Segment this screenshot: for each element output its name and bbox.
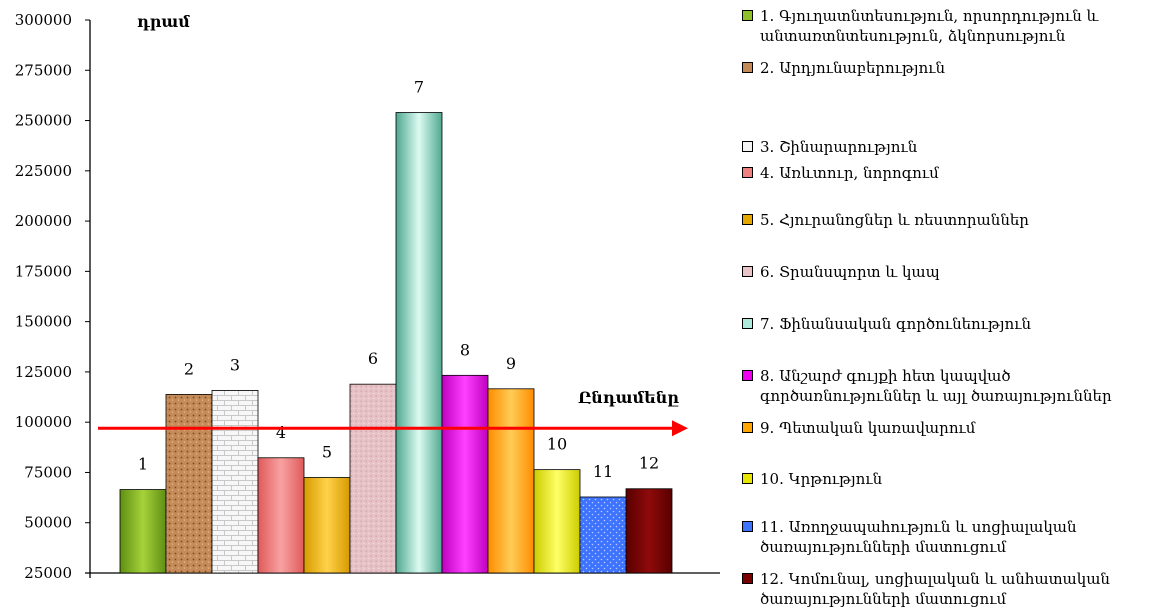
bar-4 [257, 457, 305, 574]
legend-label-3: 3. Շինարարություն [760, 138, 918, 156]
bar-label-4: 4 [276, 423, 286, 442]
bar-1 [119, 489, 167, 574]
legend-label-11: 11. Առողջապահություն և սոցիալական ծառայո… [760, 518, 1077, 556]
legend-label-10: 10. Կրթություն [760, 470, 883, 488]
legend-item-3: 3. Շինարարություն [740, 137, 1168, 157]
y-tick-label: 150000 [15, 313, 72, 331]
bar-label-1: 1 [138, 455, 148, 474]
average-line-arrowhead [672, 420, 688, 437]
legend-label-6: 6. Տրանսպորտ և կապ [760, 263, 940, 281]
legend-item-8: 8. Անշարժ գույքի հետ կապված գործառնությո… [740, 366, 1168, 406]
legend-item-2: 2. Արդյունաբերություն [740, 58, 1168, 78]
legend-label-4: 4. Առևտուր, նորոգում [760, 164, 939, 182]
bars [119, 112, 673, 574]
y-tick-label: 75000 [24, 463, 72, 481]
legend-label-7: 7. Ֆինանսական գործունեություն [760, 315, 1032, 333]
bar-10 [533, 469, 581, 574]
bar-label-5: 5 [322, 442, 332, 461]
bar-label-8: 8 [460, 340, 470, 359]
bar-12 [625, 488, 673, 574]
legend-label-12: 12. Կոմունալ, սոցիալական և անհատական ծառ… [760, 570, 1110, 608]
bar-label-7: 7 [414, 78, 424, 97]
y-tick-label: 300000 [15, 11, 72, 29]
legend-item-12: 12. Կոմունալ, սոցիալական և անհատական ծառ… [740, 569, 1168, 609]
bar-label-3: 3 [230, 355, 240, 374]
bar-label-10: 10 [547, 435, 567, 454]
y-tick-label: 200000 [15, 212, 72, 230]
legend-swatch-10 [742, 473, 753, 484]
legend-item-10: 10. Կրթություն [740, 469, 1168, 489]
bar-11 [579, 496, 627, 574]
legend-swatch-5 [742, 214, 753, 225]
y-tick-label: 175000 [15, 262, 72, 280]
y-tick-label: 125000 [15, 363, 72, 381]
bar-label-6: 6 [368, 349, 378, 368]
legend-label-8: 8. Անշարժ գույքի հետ կապված գործառնությո… [760, 367, 1112, 405]
y-tick-label: 275000 [15, 61, 72, 79]
legend-label-1: 1. Գյուղատնտեսություն, որսորդություն և ա… [760, 7, 1099, 45]
bar-5 [303, 477, 351, 574]
legend-swatch-11 [742, 521, 753, 532]
y-tick-label: 100000 [15, 413, 72, 431]
y-tick-labels: 25000 50000 75000 100000 125000 150000 175000 2… [15, 11, 72, 582]
bar-3 [211, 390, 259, 574]
y-axis-unit-label: դրամ [137, 12, 190, 31]
bar-label-11: 11 [593, 462, 613, 481]
legend-item-7: 7. Ֆինանսական գործունեություն [740, 314, 1168, 334]
y-tick-label: 25000 [24, 564, 72, 582]
legend-label-2: 2. Արդյունաբերություն [760, 59, 946, 77]
y-tick-label: 250000 [15, 112, 72, 130]
legend-swatch-4 [742, 167, 753, 178]
y-tick-label: 50000 [24, 514, 72, 532]
bar-7 [395, 112, 443, 574]
legend-item-6: 6. Տրանսպորտ և կապ [740, 262, 1168, 282]
bar-label-9: 9 [506, 354, 516, 373]
bar-9 [487, 388, 535, 574]
bar-label-2: 2 [184, 359, 194, 378]
bar-6 [349, 383, 397, 574]
legend-swatch-1 [742, 10, 753, 21]
y-tick-label: 225000 [15, 162, 72, 180]
average-line-group: Ընդամենը [98, 388, 688, 437]
legend-swatch-6 [742, 266, 753, 277]
legend-swatch-2 [742, 62, 753, 73]
average-line-label: Ընդամենը [578, 388, 679, 407]
legend-item-1: 1. Գյուղատնտեսություն, որսորդություն և ա… [740, 6, 1168, 46]
legend-label-5: 5. Հյուրանոցներ և ռեստորաններ [760, 211, 1029, 229]
legend-item-11: 11. Առողջապահություն և սոցիալական ծառայո… [740, 517, 1168, 557]
legend-item-4: 4. Առևտուր, նորոգում [740, 163, 1168, 183]
legend-swatch-3 [742, 141, 753, 152]
legend-swatch-8 [742, 370, 753, 381]
chart-legend: 1. Գյուղատնտեսություն, որսորդություն և ա… [740, 0, 1168, 616]
bar-2 [165, 394, 213, 574]
bar-8 [441, 374, 489, 574]
legend-swatch-9 [742, 422, 753, 433]
legend-swatch-7 [742, 318, 753, 329]
legend-item-5: 5. Հյուրանոցներ և ռեստորաններ [740, 210, 1168, 230]
bar-label-12: 12 [639, 454, 659, 473]
legend-swatch-12 [742, 573, 753, 584]
legend-label-9: 9. Պետական կառավարում [760, 419, 976, 437]
legend-item-9: 9. Պետական կառավարում [740, 418, 1168, 438]
